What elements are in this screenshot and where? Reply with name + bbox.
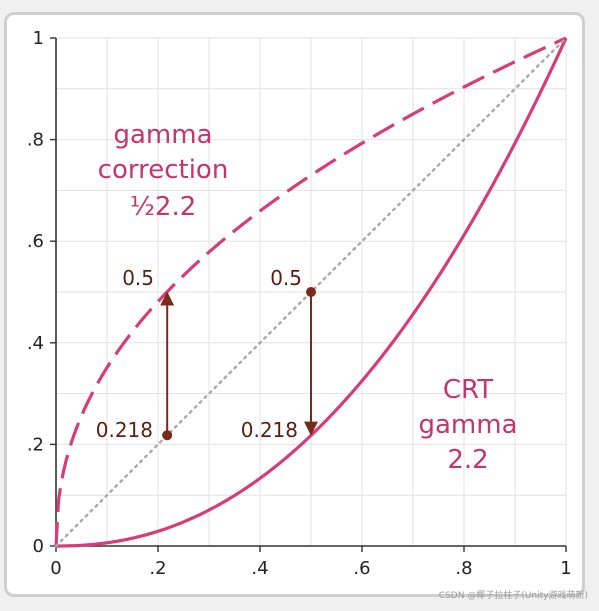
y-tick-label: 0 bbox=[33, 536, 44, 557]
x-tick-label: 0 bbox=[50, 558, 61, 579]
axis-layer: 0 .2 .4 .6 .8 1 0 .2 .4 .6 .8 1 bbox=[27, 28, 572, 579]
x-tick-label: .8 bbox=[455, 558, 472, 579]
crt-label-line1: CRT bbox=[443, 375, 493, 405]
correction-label-line1: gamma bbox=[113, 120, 212, 150]
left-top-value: 0.5 bbox=[122, 266, 154, 290]
crt-label-line2: gamma bbox=[418, 410, 517, 440]
crt-label-line3: 2.2 bbox=[447, 445, 488, 475]
chart-frame bbox=[4, 12, 585, 597]
y-tick-label: .6 bbox=[27, 231, 44, 252]
label-layer: gamma correction ½2.2 CRT gamma 2.2 0.5 … bbox=[96, 120, 588, 601]
arrow-start-dot bbox=[306, 287, 316, 297]
right-top-value: 0.5 bbox=[270, 266, 302, 290]
series-line-dashed bbox=[54, 36, 567, 547]
arrow-layer bbox=[160, 287, 318, 441]
y-tick-label: .8 bbox=[27, 130, 44, 151]
correction-label-line3: ½2.2 bbox=[130, 192, 197, 222]
x-tick-label: .2 bbox=[149, 558, 166, 579]
y-tick-label: 1 bbox=[33, 28, 44, 49]
watermark: CSDN @椰子拉柱子(Unity游戏萌新) bbox=[439, 589, 588, 601]
left-bottom-value: 0.218 bbox=[96, 418, 153, 442]
x-tick-label: .4 bbox=[251, 558, 268, 579]
right-bottom-value: 0.218 bbox=[241, 418, 298, 442]
arrow-start-dot bbox=[162, 430, 173, 441]
y-tick-label: .2 bbox=[27, 434, 44, 455]
x-tick-label: .6 bbox=[353, 558, 370, 579]
y-tick-label: .4 bbox=[27, 333, 44, 354]
x-tick-label: 1 bbox=[560, 558, 571, 579]
correction-label-line2: correction bbox=[98, 155, 229, 185]
